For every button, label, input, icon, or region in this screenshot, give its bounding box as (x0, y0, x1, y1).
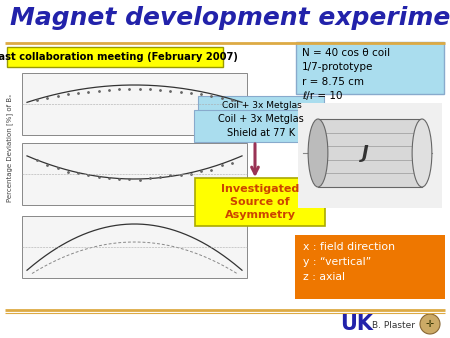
FancyBboxPatch shape (194, 110, 328, 142)
Text: Coil + 3x Metglas
Shield at 77 K: Coil + 3x Metglas Shield at 77 K (218, 114, 304, 138)
Ellipse shape (308, 119, 328, 187)
Text: Investigated
Source of
Asymmetry: Investigated Source of Asymmetry (221, 184, 299, 220)
Text: Coil + 3x Metglas: Coil + 3x Metglas (222, 100, 302, 110)
Circle shape (420, 314, 440, 334)
FancyBboxPatch shape (22, 216, 247, 278)
Text: J: J (362, 144, 369, 162)
Text: N = 40 cos θ coil
1/7-prototype
r = 8.75 cm
ℓ/r = 10: N = 40 cos θ coil 1/7-prototype r = 8.75… (302, 48, 390, 101)
Text: UK: UK (340, 314, 373, 334)
FancyBboxPatch shape (198, 96, 324, 114)
FancyBboxPatch shape (7, 47, 223, 67)
Text: Magnet development experiments: Magnet development experiments (10, 6, 450, 30)
Text: B. Plaster: B. Plaster (372, 321, 415, 331)
FancyBboxPatch shape (22, 73, 247, 135)
FancyBboxPatch shape (22, 143, 247, 205)
Text: ✛: ✛ (426, 319, 434, 329)
Ellipse shape (412, 119, 432, 187)
FancyBboxPatch shape (195, 178, 325, 226)
FancyBboxPatch shape (298, 103, 442, 208)
Text: Last collaboration meeting (February 2007): Last collaboration meeting (February 200… (0, 52, 238, 62)
FancyBboxPatch shape (296, 42, 444, 94)
FancyBboxPatch shape (295, 235, 445, 299)
Text: Percentage Deviation [%] of Bₓ: Percentage Deviation [%] of Bₓ (7, 94, 14, 202)
FancyBboxPatch shape (318, 119, 422, 187)
Text: x : field direction
y : “vertical”
z : axial: x : field direction y : “vertical” z : a… (303, 242, 395, 282)
